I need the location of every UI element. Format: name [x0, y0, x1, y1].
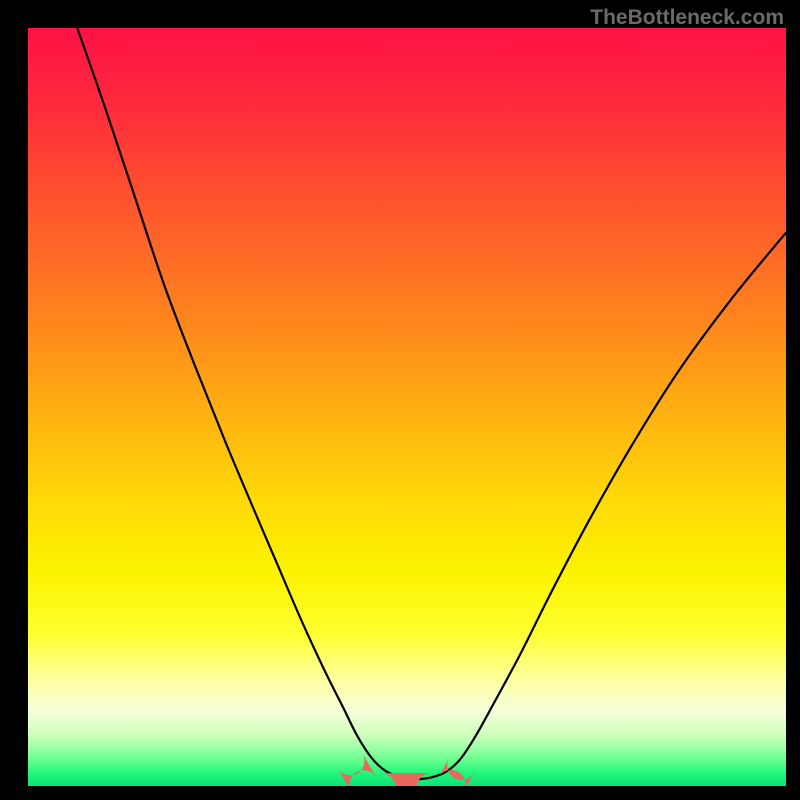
- chart-container: TheBottleneck.com: [0, 0, 800, 800]
- chart-frame-border: [28, 28, 786, 786]
- watermark-label: TheBottleneck.com: [590, 6, 784, 30]
